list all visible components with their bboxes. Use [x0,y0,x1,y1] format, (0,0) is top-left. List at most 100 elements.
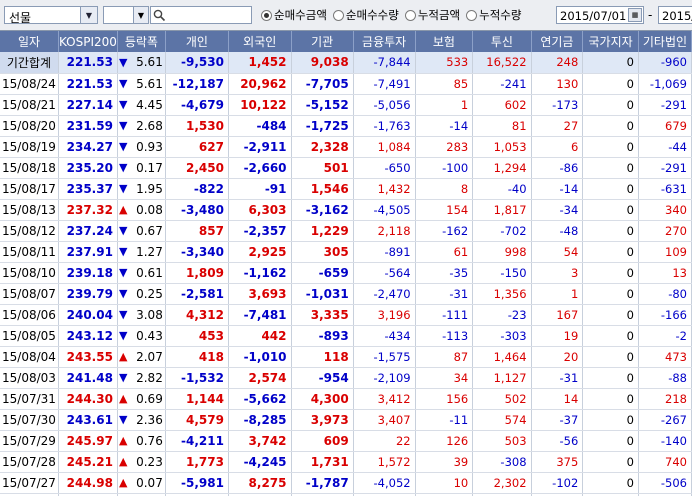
table-row[interactable]: 15/08/24 221.53 ▼ 5.61 -12,187 20,962 -7,705 -7… [0,73,692,95]
total-row[interactable]: 기간합계 221.53 ▼ 5.61 -9,530 1,452 9,038 -7,844 533… [0,52,692,74]
radio-circle-icon[interactable] [466,9,478,21]
column-header[interactable]: 연기금 [531,31,584,52]
radio-option[interactable]: 누적금액 [404,7,461,23]
calendar-icon[interactable]: ▦ [628,8,642,22]
table-row[interactable]: 15/08/03 241.48 ▼ 2.82 -1,532 2,574 -954 -2,109… [0,367,692,389]
value-cell: -40 [472,178,532,200]
value-cell: -150 [472,262,532,284]
value-cell: -80 [638,283,692,305]
change-cell: ▼ 0.61 [117,262,166,284]
table-row[interactable]: 15/08/21 227.14 ▼ 4.45 -4,679 10,122 -5,152 -5,… [0,94,692,116]
table-row[interactable]: 15/08/07 239.79 ▼ 0.25 -2,581 3,693 -1,031 -2,4… [0,283,692,305]
table-row[interactable]: 15/07/28 245.21 ▲ 0.23 1,773 -4,245 1,731 1,572… [0,451,692,473]
up-arrow-icon: ▲ [118,455,128,468]
value-cell: 1,773 [165,451,229,473]
table-row[interactable]: 15/08/19 234.27 ▼ 0.93 627 -2,911 2,328 1,084 28… [0,136,692,158]
change-value: 2.07 [136,349,163,364]
change-cell: ▼ 2.36 [117,409,166,431]
table-row[interactable]: 15/08/13 237.32 ▲ 0.08 -3,480 6,303 -3,162 -4,5… [0,199,692,221]
change-value: 1.95 [136,181,163,196]
value-cell: -267 [638,409,692,431]
value-cell: -37 [531,409,584,431]
radio-circle-icon[interactable] [332,9,344,21]
chevron-down-icon[interactable]: ▼ [80,7,97,23]
value-cell: -31 [415,283,474,305]
column-header[interactable]: 투신 [472,31,532,52]
table-row[interactable]: 15/08/06 240.04 ▼ 3.08 4,312 -7,481 3,335 3,196… [0,304,692,326]
radio-label: 누적금액 [417,8,461,22]
column-header[interactable]: 기타법인 [638,31,692,52]
value-cell: 442 [228,325,292,347]
value-cell: -5,662 [228,388,292,410]
kospi200-cell: 243.61 [58,409,118,431]
table-row[interactable]: 15/08/12 237.24 ▼ 0.67 857 -2,357 1,229 2,118 -1… [0,220,692,242]
value-cell: -3,162 [291,199,354,221]
value-cell: -7,844 [353,52,416,74]
radio-circle-icon[interactable] [261,9,272,21]
search-input[interactable] [150,6,252,24]
value-cell: 0 [582,472,639,494]
change-value: 0.76 [136,433,163,448]
kospi200-cell: 237.24 [58,220,118,242]
table-header-row: 일자 KOSPI200 등락폭 개인 외국인 기관 금융투자 보험 투신 연기금 국가지자 기타법인 [0,31,692,52]
radio-circle-icon[interactable] [404,9,416,21]
value-cell: 1,432 [353,178,416,200]
kospi200-cell: 227.14 [58,94,118,116]
value-cell: 9,038 [291,52,354,74]
value-cell: -631 [638,178,692,200]
value-cell: -484 [228,115,292,137]
date-cell: 15/07/30 [0,409,59,431]
column-header[interactable]: 보험 [415,31,474,52]
column-header[interactable]: 외국인 [228,31,292,52]
table-row[interactable]: 15/08/20 231.59 ▼ 2.68 1,530 -484 -1,725 -1,763… [0,115,692,137]
value-cell: 1,817 [472,199,532,221]
table-row[interactable]: 15/07/27 244.98 ▲ 0.07 -5,981 8,275 -1,787 -4,0… [0,472,692,494]
table-row[interactable]: 15/08/11 237.91 ▼ 1.27 -3,340 2,925 305 -891 61 9… [0,241,692,263]
table-row[interactable]: 15/08/10 239.18 ▼ 0.61 1,809 -1,162 -659 -564 -3… [0,262,692,284]
column-header[interactable]: 기관 [291,31,354,52]
end-date-field[interactable]: 2015/08/24 [658,6,692,24]
value-cell: 627 [165,136,229,158]
value-cell: -1,532 [165,367,229,389]
radio-option[interactable]: 순매수수량 [332,7,399,23]
table-row[interactable]: 15/08/18 235.20 ▼ 0.17 2,450 -2,660 501 -650 -10… [0,157,692,179]
table-row[interactable]: 15/08/05 243.12 ▼ 0.43 453 442 -893 -434 -113 -30… [0,325,692,347]
market-select[interactable]: 선물 ▼ [4,6,98,25]
column-header[interactable]: 등락폭 [117,31,166,52]
value-cell: -3,480 [165,199,229,221]
value-cell: -902 [472,493,532,496]
column-header[interactable]: KOSPI200 [58,31,118,52]
value-cell: 0 [582,262,639,284]
value-cell: 34 [415,367,474,389]
down-arrow-icon: ▼ [118,182,128,195]
table-row[interactable]: 15/07/29 245.97 ▲ 0.76 -4,211 3,742 609 22 126 50… [0,430,692,452]
value-cell: 2,302 [472,472,532,494]
table-row[interactable]: 15/07/30 243.61 ▼ 2.36 4,579 -8,285 3,973 3,407… [0,409,692,431]
start-date-field[interactable]: 2015/07/01 ▦ [556,6,644,24]
value-cell: -11 [415,409,474,431]
radio-option[interactable]: 누적수량 [466,7,521,23]
table-row[interactable]: 15/07/24244.91▼2.402,132-4,1482,0822,984… [0,493,692,496]
change-cell: ▲ 0.69 [117,388,166,410]
change-value: 2.36 [136,412,163,427]
search-icon[interactable] [153,9,166,22]
change-cell: ▼2.40 [117,493,166,496]
table-row[interactable]: 15/08/17 235.37 ▼ 1.95 -822 -91 1,546 1,432 8 -40… [0,178,692,200]
value-cell: 0 [582,430,639,452]
table-row[interactable]: 15/08/04 243.55 ▲ 2.07 418 -1,010 118 -1,575 87 1… [0,346,692,368]
date-cell: 15/08/05 [0,325,59,347]
chevron-down-icon[interactable]: ▼ [133,7,148,23]
radio-option[interactable]: 순매수금액 [261,7,327,23]
column-header[interactable]: 국가지자 [582,31,639,52]
column-header[interactable]: 일자 [0,31,59,52]
table-row[interactable]: 15/07/31 244.30 ▲ 0.69 1,144 -5,662 4,300 3,412… [0,388,692,410]
change-cell: ▼ 0.43 [117,325,166,347]
column-header[interactable]: 금융투자 [353,31,416,52]
change-value: 5.61 [136,55,163,70]
value-cell: 39 [415,451,474,473]
value-cell: -659 [291,262,354,284]
column-header[interactable]: 개인 [165,31,229,52]
value-cell: 2,450 [165,157,229,179]
value-cell: 167 [531,304,584,326]
code-select[interactable]: ▼ [103,6,149,24]
